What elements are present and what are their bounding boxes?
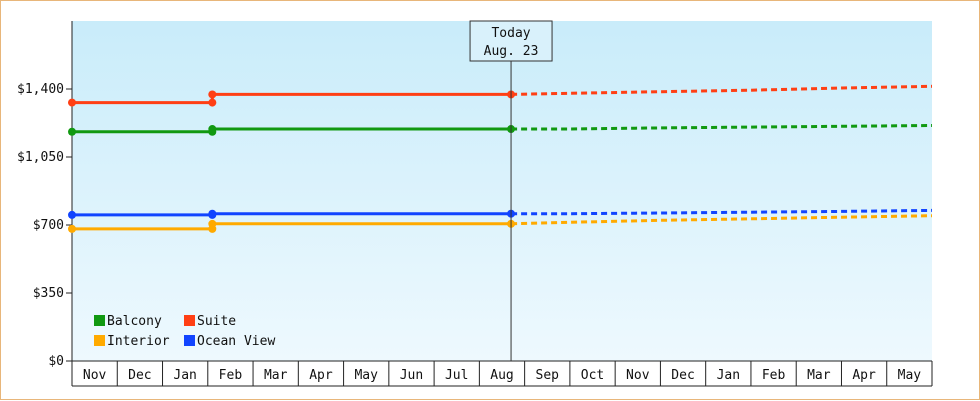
legend-swatch-interior: [94, 335, 105, 346]
legend-item-suite: Suite: [184, 314, 236, 329]
legend-label: Suite: [197, 314, 236, 329]
x-month-label: May: [354, 368, 378, 383]
series-suite: [68, 84, 933, 107]
x-month-label: Sep: [536, 368, 560, 383]
data-point-suite: [208, 90, 217, 99]
data-point-suite: [68, 98, 76, 107]
y-tick-label: $0: [48, 354, 64, 369]
x-month-label: Feb: [762, 368, 786, 383]
series-balcony: [68, 124, 933, 136]
legend-label: Interior: [107, 334, 170, 349]
data-point-interior: [68, 224, 76, 233]
x-month-label: Jul: [445, 368, 468, 383]
x-month-label: Feb: [219, 368, 243, 383]
x-month-label: Jun: [400, 368, 423, 383]
x-month-label: Jan: [717, 368, 740, 383]
x-month-label: Nov: [626, 368, 650, 383]
y-tick-label: $1,400: [17, 82, 64, 97]
x-month-label: Nov: [83, 368, 107, 383]
legend-item-interior: Interior: [94, 334, 170, 349]
series-line-ocean-view: [72, 212, 512, 217]
x-month-label: May: [898, 368, 922, 383]
x-month-label: Dec: [128, 368, 151, 383]
data-point-suite: [208, 98, 217, 107]
forecast-line-interior: [511, 214, 933, 226]
data-point-ocean-view: [68, 210, 76, 219]
x-month-label: Jan: [173, 368, 196, 383]
legend-swatch-suite: [184, 315, 195, 326]
data-point-balcony: [68, 127, 76, 136]
today-box: [469, 20, 553, 62]
x-axis-month-row: Nov Dec Jan Feb Mar Apr May Jun Jul Aug Sep Oct Nov D…: [71, 361, 933, 387]
y-tick-label: $700: [33, 218, 64, 233]
today-date: Aug. 23: [484, 44, 539, 59]
x-month-label: Apr: [852, 368, 876, 383]
legend-label: Balcony: [107, 314, 162, 329]
forecast-line-ocean-view: [511, 208, 933, 216]
legend-swatch-ocean-view: [184, 335, 195, 346]
plot-area: [72, 21, 932, 361]
x-month-label: Apr: [309, 368, 333, 383]
series-line-suite: [72, 92, 512, 105]
today-label: Today: [491, 26, 530, 41]
x-month-label: Aug: [490, 368, 513, 383]
y-tick-label: $1,050: [17, 150, 64, 165]
series-interior: [68, 214, 933, 233]
x-month-label: Mar: [807, 368, 831, 383]
series-ocean-view: [68, 208, 933, 219]
data-point-balcony: [208, 125, 217, 134]
data-point-interior: [208, 219, 217, 228]
legend-item-ocean-view: Ocean View: [184, 334, 275, 349]
x-month-label: Oct: [581, 368, 604, 383]
legend-item-balcony: Balcony: [94, 314, 162, 329]
forecast-line-suite: [511, 84, 933, 96]
legend-label: Ocean View: [197, 334, 275, 349]
x-month-label: Mar: [264, 368, 288, 383]
x-month-label: Dec: [671, 368, 694, 383]
legend-swatch-balcony: [94, 315, 105, 326]
y-tick-label: $350: [33, 286, 64, 301]
forecast-line-balcony: [511, 124, 933, 131]
data-point-ocean-view: [208, 209, 217, 218]
